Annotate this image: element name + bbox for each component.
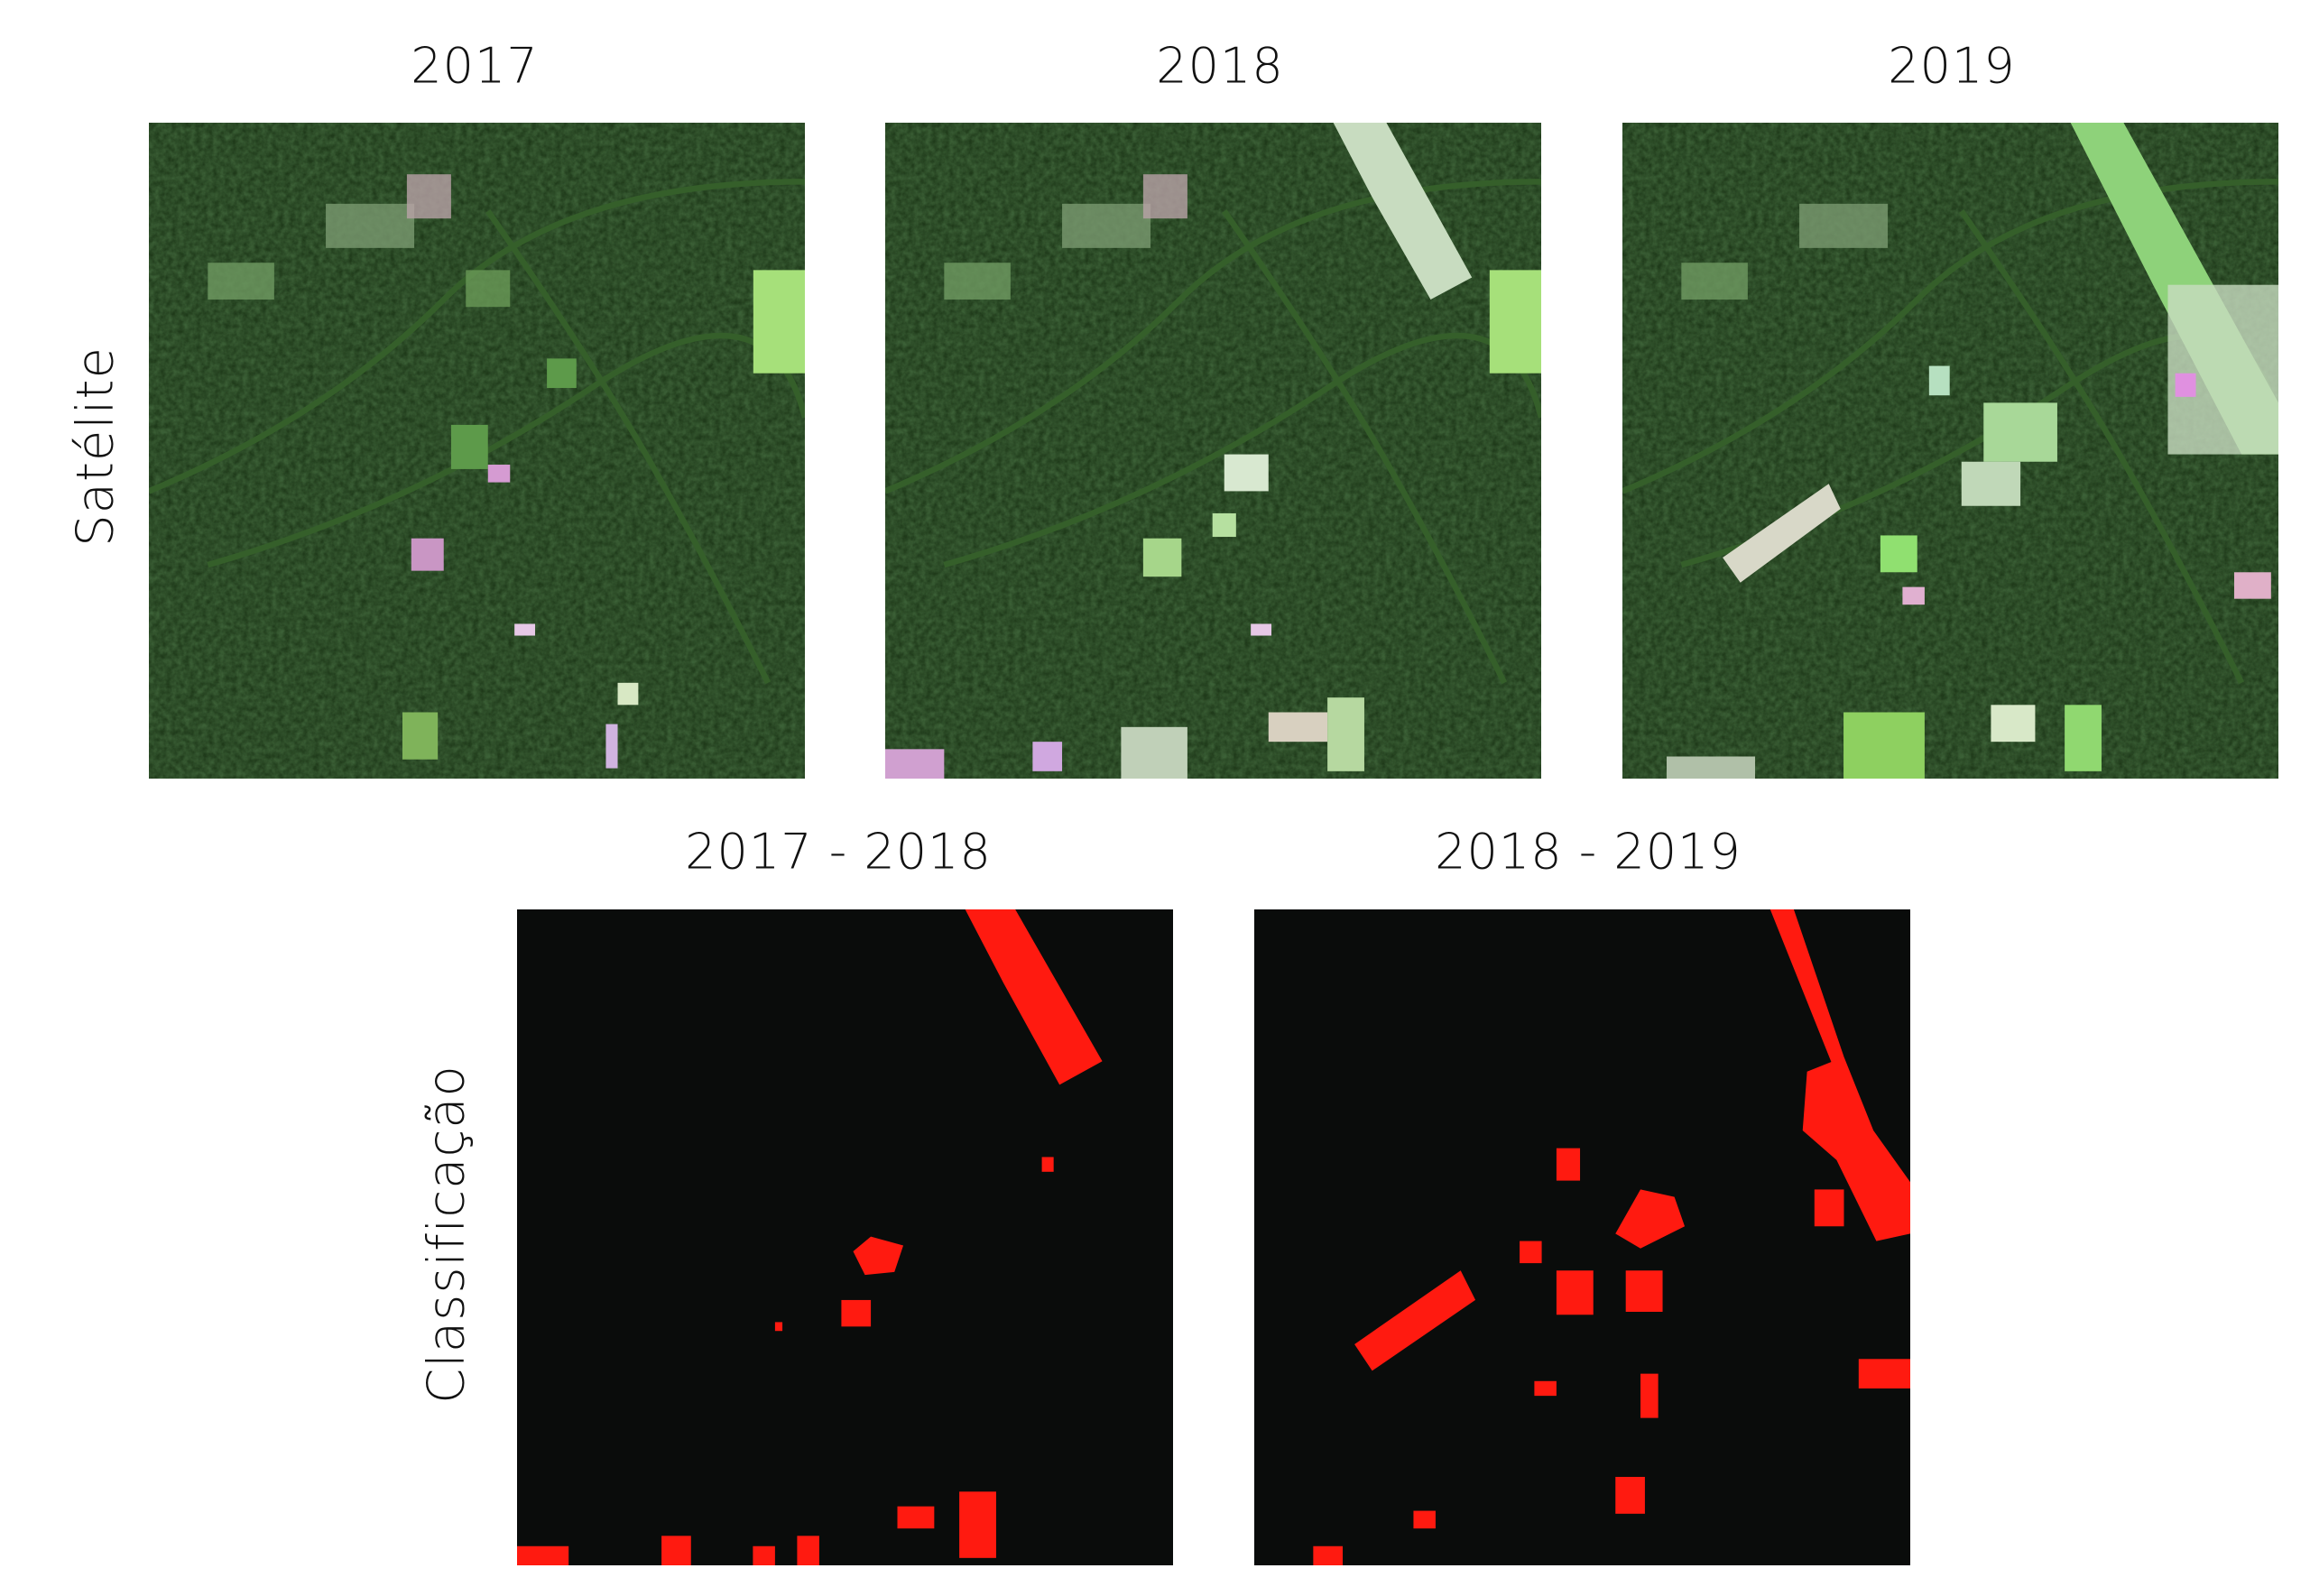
image-feature: [1799, 203, 1889, 248]
image-feature: [605, 724, 618, 769]
column-title: 2019: [1888, 37, 2016, 95]
change-region: [1802, 1056, 1910, 1241]
satellite-image: [885, 123, 1541, 779]
column-title: 2017: [411, 37, 539, 95]
change-region: [797, 1536, 819, 1565]
image-feature: [885, 749, 945, 779]
image-feature: [1961, 461, 2021, 506]
image-feature: [1333, 123, 1473, 300]
image-feature: [406, 174, 451, 219]
change-region: [1313, 1545, 1344, 1565]
image-feature: [944, 263, 1011, 300]
image-feature: [1062, 203, 1151, 248]
classification-image: [517, 909, 1173, 1565]
image-feature: [753, 270, 805, 374]
image-feature: [411, 538, 444, 571]
change-region: [841, 1299, 872, 1327]
change-region: [1556, 1148, 1581, 1181]
image-feature: [1983, 402, 2057, 462]
change-region: [774, 1322, 783, 1332]
image-feature: [1880, 535, 1917, 573]
change-region: [965, 909, 1103, 1085]
image-feature: [466, 270, 511, 308]
image-feature: [617, 682, 639, 706]
image-feature: [1928, 365, 1950, 396]
change-region: [1615, 1476, 1645, 1514]
image-feature: [2065, 705, 2102, 771]
image-feature: [1667, 756, 1756, 779]
change-region: [753, 1545, 775, 1565]
change-region: [1640, 1373, 1659, 1418]
change-region: [1041, 1157, 1054, 1172]
image-feature: [514, 623, 536, 636]
image-feature: [1142, 538, 1182, 577]
pair-title: 2018 - 2019: [1435, 823, 1742, 881]
image-feature: [1251, 623, 1272, 636]
image-feature: [517, 909, 1173, 1565]
image-feature: [487, 465, 511, 483]
image-feature: [2175, 373, 2196, 397]
pair-title: 2017 - 2018: [685, 823, 992, 881]
image-feature: [1327, 697, 1364, 771]
change-region: [1615, 1189, 1686, 1249]
image-feature: [1681, 263, 1748, 300]
image-feature: [1121, 726, 1187, 779]
image-feature: [1268, 712, 1328, 743]
image-feature: [1843, 712, 1925, 779]
row-label: Satélite: [66, 346, 125, 547]
classification-image: [1254, 909, 1910, 1565]
change-region: [897, 1506, 935, 1529]
change-region: [1520, 1241, 1542, 1264]
image-feature: [1902, 586, 1925, 605]
change-region: [1769, 909, 1844, 1065]
change-region: [1625, 1270, 1663, 1313]
image-feature: [1723, 484, 1841, 583]
image-feature: [402, 712, 439, 760]
change-region: [959, 1491, 996, 1558]
image-feature: [450, 424, 488, 469]
change-region: [1858, 1359, 1910, 1388]
image-feature: [1224, 454, 1269, 492]
satellite-image: [149, 123, 805, 779]
satellite-image: [1622, 123, 2278, 779]
image-feature: [1489, 270, 1541, 374]
change-region: [1413, 1510, 1436, 1529]
image-feature: [2167, 284, 2278, 455]
image-feature: [1254, 909, 1910, 1565]
image-feature: [1212, 512, 1236, 538]
change-region: [1354, 1270, 1476, 1371]
change-region: [853, 1236, 904, 1276]
image-feature: [1142, 174, 1187, 219]
image-feature: [885, 123, 1541, 779]
image-feature: [2233, 572, 2271, 599]
change-region: [1814, 1189, 1844, 1227]
image-feature: [547, 358, 577, 389]
change-region: [1534, 1380, 1557, 1397]
image-feature: [208, 263, 274, 300]
change-region: [661, 1536, 691, 1565]
change-region: [517, 1545, 569, 1565]
image-feature: [1991, 705, 2036, 743]
row-label: Classificação: [417, 1065, 476, 1404]
image-feature: [1032, 742, 1063, 771]
change-region: [1556, 1270, 1594, 1315]
column-title: 2018: [1156, 37, 1284, 95]
image-feature: [326, 203, 415, 248]
